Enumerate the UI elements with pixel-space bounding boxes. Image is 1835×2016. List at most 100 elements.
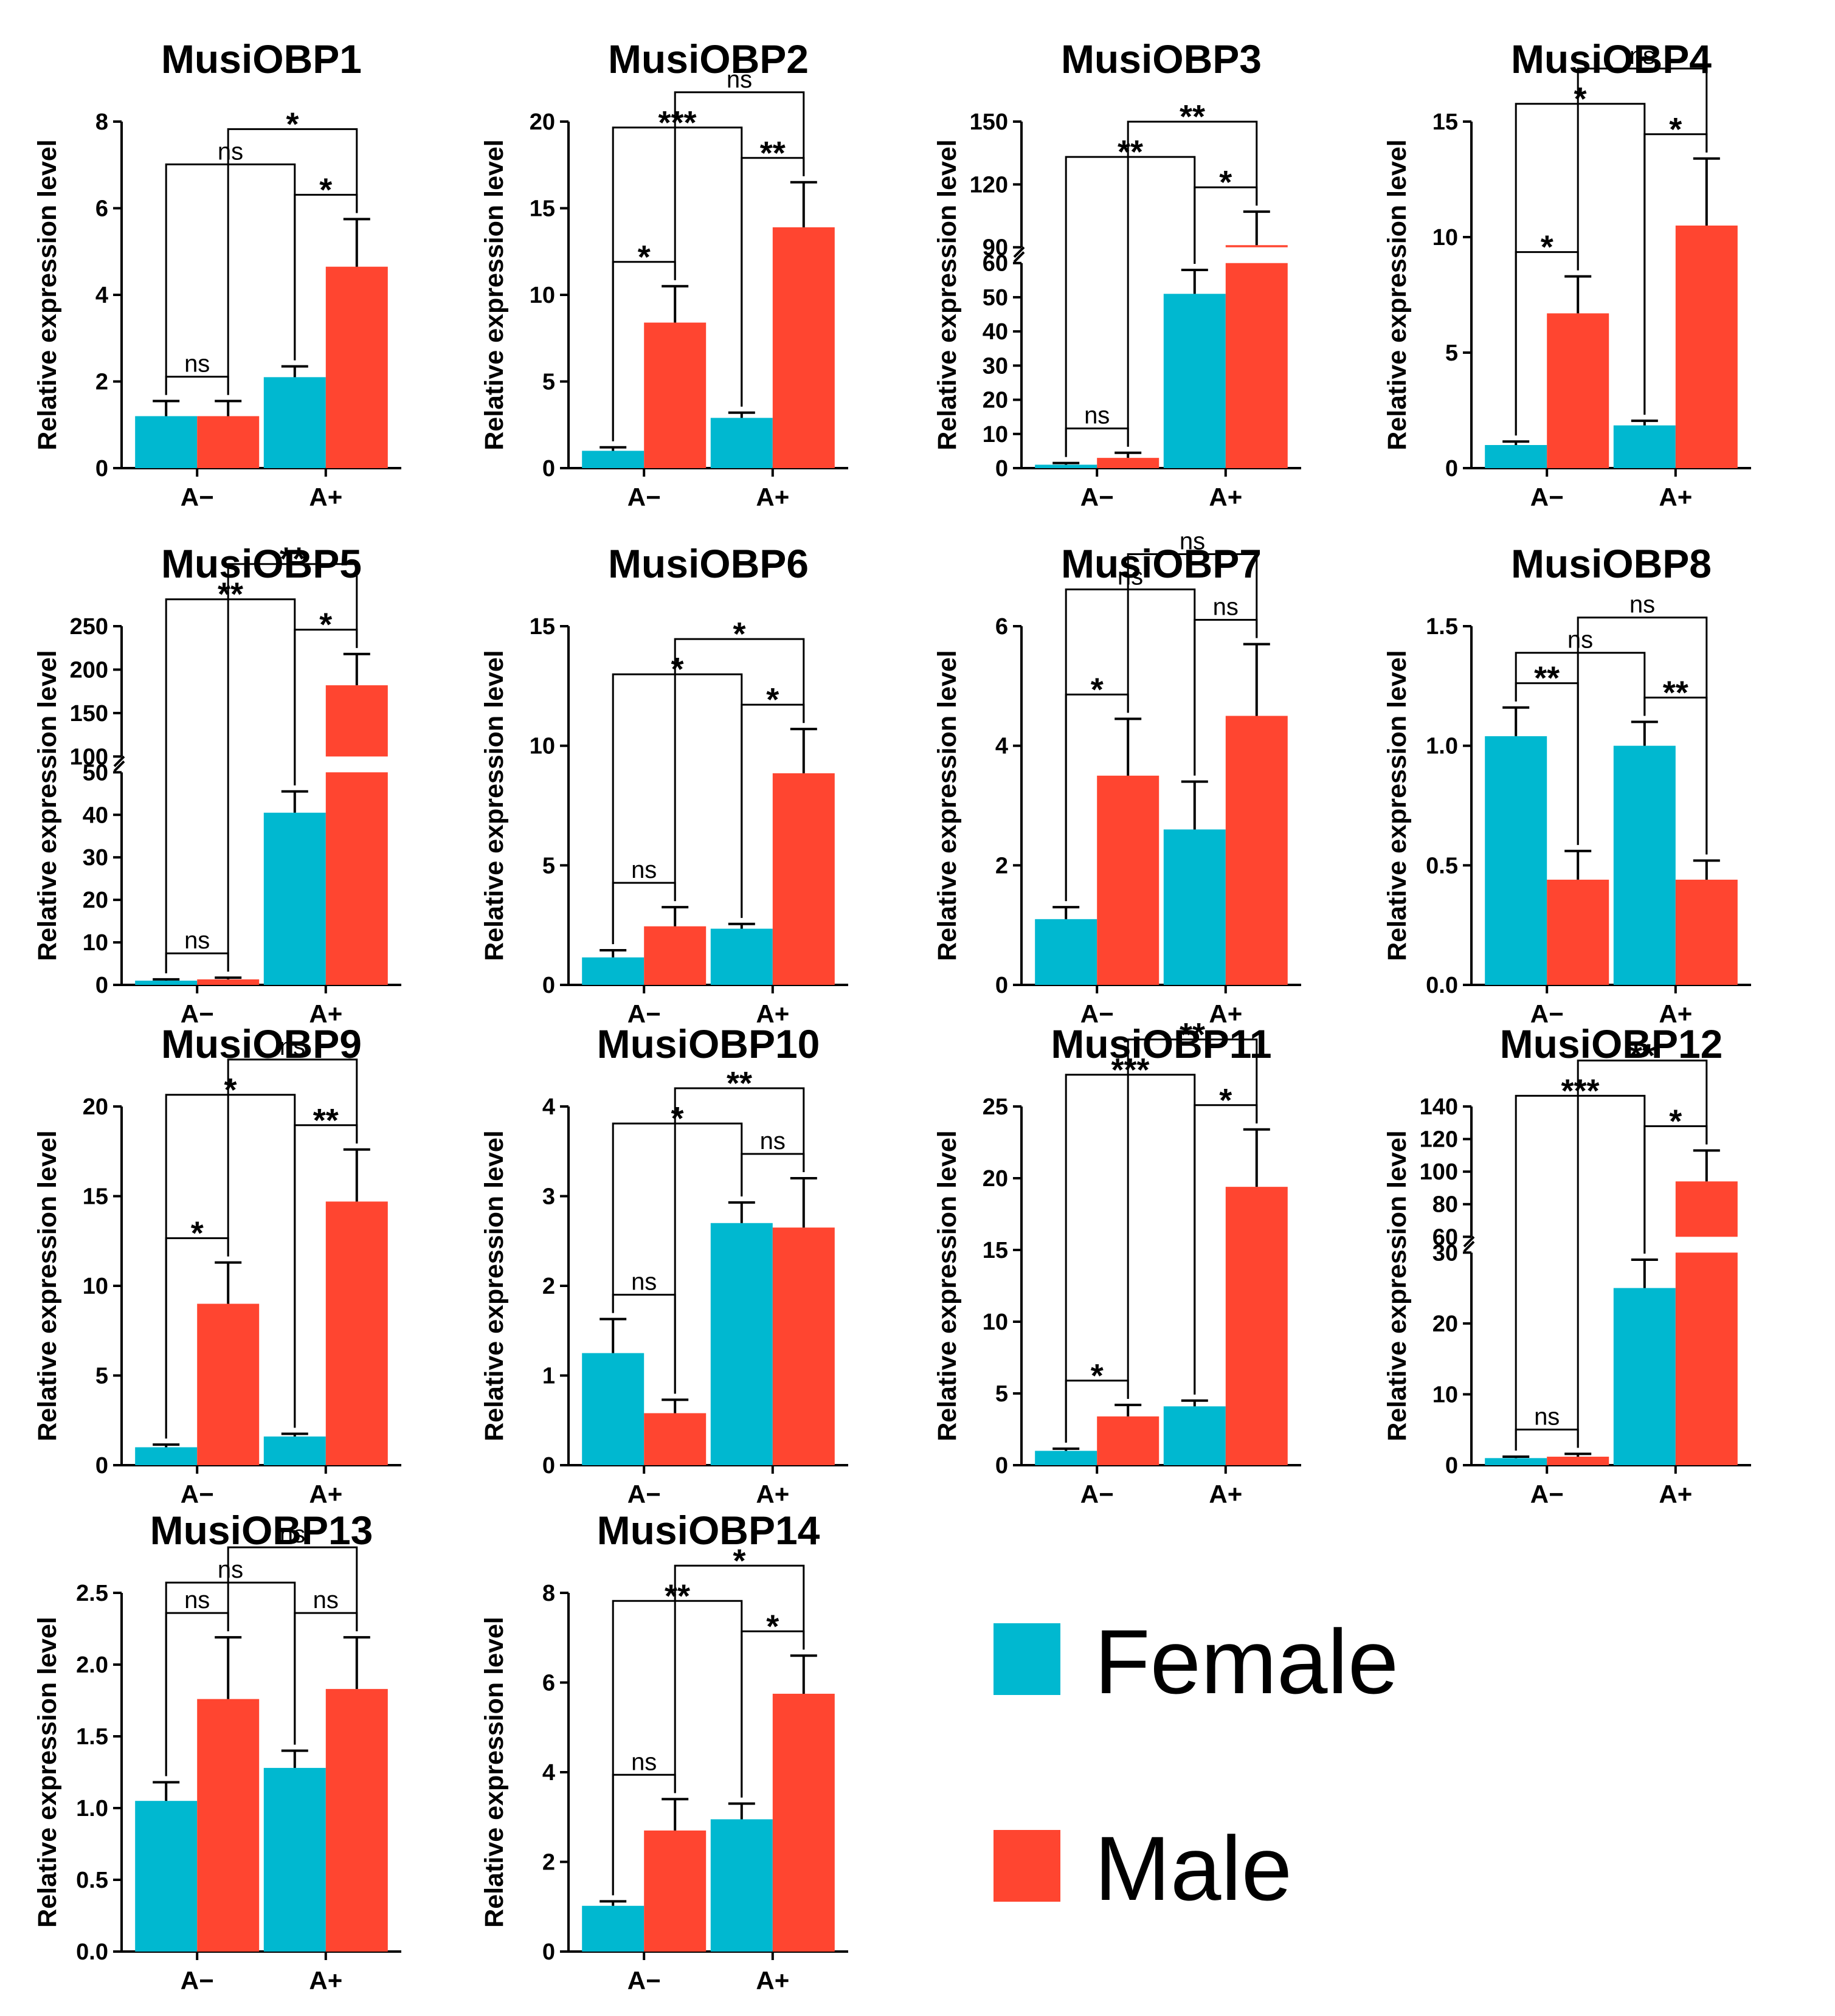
y-tick-label: 150 <box>970 109 1008 135</box>
significance-label: ns <box>218 138 243 165</box>
y-tick-label: 10 <box>530 734 555 759</box>
bar-female <box>263 377 326 468</box>
bar-male <box>197 1303 260 1465</box>
chart-title: MusiOBP10 <box>597 1021 820 1066</box>
x-tick-label: A− <box>181 1480 214 1508</box>
y-tick-label: 0 <box>95 456 108 482</box>
y-axis-label: Relative expression level <box>33 1130 62 1441</box>
chart-musiobp13: MusiOBP13 Relative expression level 0.0 0.5… <box>33 1508 401 1995</box>
y-tick-label: 80 <box>1432 1192 1458 1218</box>
y-tick-label: 0.5 <box>1426 853 1458 879</box>
significance-label: * <box>1574 81 1586 117</box>
significance-label: ns <box>184 351 210 378</box>
y-tick-label: 90 <box>983 235 1008 261</box>
axis-break-mark <box>1013 246 1025 258</box>
significance-label: * <box>1669 1103 1682 1139</box>
significance-label: * <box>319 607 332 643</box>
chart-title: MusiOBP11 <box>1051 1021 1271 1066</box>
bar-female <box>1163 829 1226 985</box>
y-tick-label: 20 <box>983 1166 1008 1192</box>
y-tick-label: 6 <box>95 196 108 222</box>
significance-bracket <box>1515 1094 1646 1451</box>
significance-bracket <box>1065 156 1196 457</box>
y-tick-label: 5 <box>995 1381 1008 1407</box>
y-axis-label: Relative expression level <box>480 1130 509 1441</box>
axis-break-mark <box>1463 1240 1475 1252</box>
bar-female <box>263 1436 326 1465</box>
x-tick-label: A− <box>181 999 214 1028</box>
y-tick-label: 120 <box>1420 1127 1458 1153</box>
y-tick-label: 200 <box>70 657 108 683</box>
x-tick-label: A+ <box>756 1480 789 1508</box>
y-tick-label: 2 <box>542 1274 555 1299</box>
y-tick-label: 10 <box>1432 225 1458 250</box>
bar-male <box>325 1689 388 1952</box>
bar-male <box>772 1693 835 1952</box>
significance-label: ns <box>280 1521 305 1548</box>
y-tick-label: 3 <box>542 1184 555 1210</box>
chart-musiobp10: MusiOBP10 Relative expression level 0 1 2 3 4 A… <box>480 1021 848 1508</box>
y-tick-label: 10 <box>983 422 1008 447</box>
y-tick-label: 15 <box>1432 109 1458 135</box>
chart-musiobp2: MusiOBP2 Relative expression level 0 5 10 15 2… <box>480 36 848 511</box>
bar-female <box>582 450 644 468</box>
y-tick-label: 20 <box>983 388 1008 413</box>
y-tick-label: 4 <box>542 1094 555 1120</box>
x-tick-label: A− <box>181 1966 214 1995</box>
significance-label: * <box>1219 1082 1232 1119</box>
y-axis-label: Relative expression level <box>1383 1130 1412 1441</box>
y-tick-label: 250 <box>70 614 108 640</box>
y-tick-label: 10 <box>83 930 108 956</box>
y-tick-label: 5 <box>1445 340 1458 366</box>
y-tick-label: 30 <box>83 845 108 871</box>
legend: Female Male <box>994 1610 1398 1919</box>
bar-male <box>1225 1187 1288 1465</box>
y-tick-label: 1.5 <box>76 1724 108 1750</box>
significance-bracket <box>612 1600 743 1896</box>
chart-title: MusiOBP7 <box>1061 541 1262 586</box>
x-tick-label: A− <box>1080 1480 1114 1508</box>
bar-male <box>772 227 835 468</box>
significance-label: * <box>1669 111 1682 148</box>
chart-title: MusiOBP14 <box>597 1508 820 1553</box>
bar-male <box>772 1227 835 1465</box>
bar-male <box>1097 1416 1159 1465</box>
significance-label: ** <box>1180 98 1205 135</box>
axis-break-mark <box>113 760 125 772</box>
chart-musiobp6: MusiOBP6 Relative expression level 0 5 10 15 A… <box>480 541 848 1028</box>
significance-bracket <box>165 163 296 395</box>
significance-label: *** <box>658 105 696 141</box>
y-tick-label: 10 <box>1432 1382 1458 1407</box>
y-tick-label: 0.0 <box>76 1939 108 1965</box>
significance-bracket <box>165 1094 296 1439</box>
y-tick-label: 4 <box>95 283 108 308</box>
y-tick-label: 1.0 <box>1426 734 1458 759</box>
significance-label: * <box>224 1072 237 1108</box>
bar-female <box>1163 294 1226 468</box>
y-axis-label: Relative expression level <box>1383 650 1412 961</box>
significance-bracket <box>1577 616 1708 855</box>
significance-label: * <box>766 1608 779 1645</box>
y-axis-label: Relative expression level <box>933 650 962 961</box>
significance-bracket <box>1515 103 1646 436</box>
bar-male <box>1225 716 1288 985</box>
significance-label: ** <box>313 1102 339 1139</box>
chart-title: MusiOBP6 <box>608 541 809 586</box>
y-tick-label: 0 <box>542 973 555 998</box>
bar-female <box>135 416 198 468</box>
legend-label-male: Male <box>1094 1817 1292 1919</box>
x-tick-label: A+ <box>309 1966 342 1995</box>
bar-male <box>1097 458 1159 468</box>
significance-label: ns <box>1629 592 1655 618</box>
significance-label: ** <box>760 135 786 171</box>
significance-label: * <box>766 682 779 718</box>
y-tick-label: 0 <box>1445 1453 1458 1479</box>
axis-break-mark <box>1013 251 1025 263</box>
significance-label: ** <box>727 1065 752 1102</box>
bar-female <box>263 812 326 985</box>
bar-female <box>1035 1451 1097 1465</box>
significance-label: ns <box>1084 402 1110 429</box>
y-tick-label: 150 <box>70 701 108 727</box>
significance-label: ns <box>1567 627 1593 654</box>
